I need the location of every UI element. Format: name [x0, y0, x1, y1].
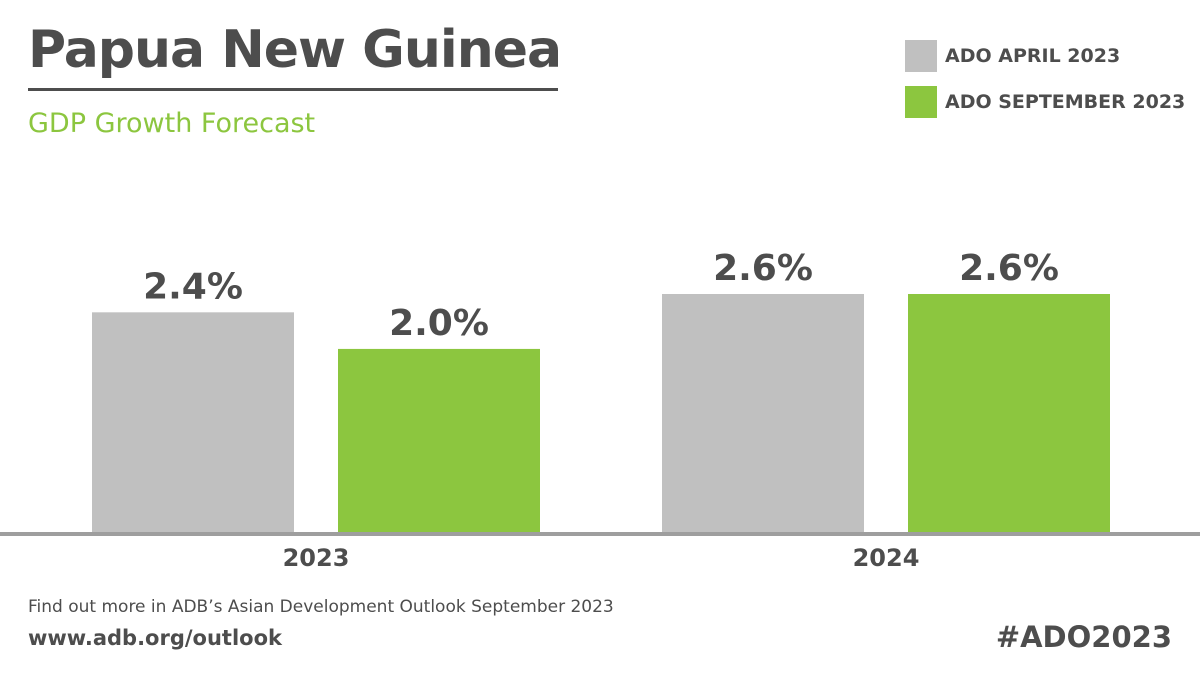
bar-ado-april-2023-2024	[662, 294, 864, 532]
bar-ado-september-2023-2024	[908, 294, 1110, 532]
legend-item-ado-september: ADO SEPTEMBER 2023	[905, 86, 1195, 120]
category-label-2024: 2024	[853, 544, 920, 572]
legend-label-ado-september: ADO SEPTEMBER 2023	[945, 91, 1186, 113]
data-label-ado-april-2023-2023: 2.4%	[143, 266, 243, 307]
x-axis-baseline	[0, 532, 1200, 536]
data-label-ado-april-2023-2024: 2.6%	[713, 248, 813, 289]
data-label-ado-september-2023-2023: 2.0%	[389, 303, 489, 344]
bar-ado-september-2023-2023	[338, 348, 540, 532]
page-subtitle: GDP Growth Forecast	[28, 108, 316, 139]
page-title: Papua New Guinea	[28, 20, 562, 80]
footer-url-link[interactable]: www.adb.org/outlook	[28, 626, 282, 650]
data-label-ado-september-2023-2024: 2.6%	[959, 248, 1059, 289]
legend-label-ado-april: ADO APRIL 2023	[945, 45, 1121, 67]
footer-note: Find out more in ADB’s Asian Development…	[28, 597, 614, 617]
category-label-2023: 2023	[283, 544, 350, 572]
legend-swatch-ado-september	[905, 86, 937, 118]
title-underline	[28, 88, 558, 91]
legend-swatch-ado-april	[905, 40, 937, 72]
hashtag: #ADO2023	[995, 620, 1172, 654]
legend-item-ado-april: ADO APRIL 2023	[905, 40, 1195, 74]
bar-ado-april-2023-2023	[92, 312, 294, 532]
